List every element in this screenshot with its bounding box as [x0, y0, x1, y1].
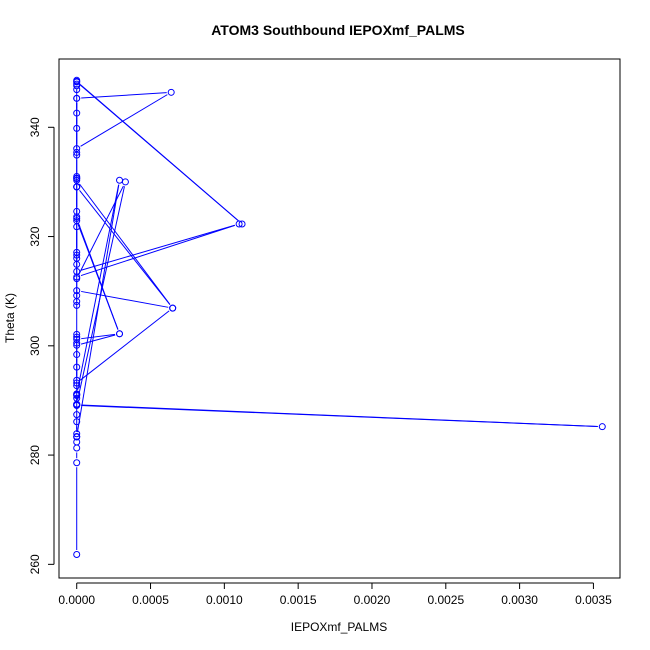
- data-point: [73, 94, 81, 102]
- data-point: [73, 379, 81, 387]
- data-point: [73, 411, 81, 419]
- y-tick-label: 260: [28, 554, 42, 574]
- series-segment: [79, 83, 239, 222]
- data-point: [73, 330, 81, 338]
- data-point: [121, 178, 129, 186]
- series-segment: [77, 222, 119, 330]
- data-point: [73, 86, 81, 94]
- data-point: [238, 220, 246, 228]
- data-point: [73, 183, 81, 191]
- series-segment: [79, 310, 170, 381]
- data-point: [73, 287, 81, 295]
- y-tick-label: 320: [28, 226, 42, 246]
- data-point: [73, 444, 81, 452]
- data-point: [73, 418, 81, 426]
- series-segment: [81, 333, 116, 340]
- data-point: [73, 76, 81, 84]
- data-point: [73, 459, 81, 467]
- data-point: [73, 80, 81, 88]
- data-point: [73, 298, 81, 306]
- data-point: [73, 248, 81, 256]
- x-tick-label: 0.0035: [575, 593, 612, 607]
- series-segment: [77, 184, 120, 391]
- x-tick-label: 0.0030: [501, 593, 538, 607]
- data-point: [73, 174, 81, 182]
- series-segment: [79, 183, 171, 305]
- x-tick-label: 0.0010: [206, 593, 243, 607]
- data-point: [73, 335, 81, 343]
- data-point: [73, 145, 81, 153]
- data-point: [73, 213, 81, 221]
- data-point: [169, 304, 177, 312]
- x-axis: 0.0000 0.0005 0.0010 0.0015 0.0020 0.0025 0.00…: [58, 582, 612, 607]
- x-tick-label: 0.0020: [354, 593, 391, 607]
- series-segment: [81, 405, 598, 427]
- y-tick-label: 280: [28, 445, 42, 465]
- data-point: [73, 301, 81, 309]
- data-point: [167, 88, 175, 96]
- series-segment: [77, 186, 125, 400]
- data-point: [73, 124, 81, 132]
- data-point: [73, 376, 81, 384]
- x-tick-label: 0.0015: [280, 593, 317, 607]
- chart-title: ATOM3 Southbound IEPOXmf_PALMS: [211, 22, 465, 38]
- data-point: [73, 207, 81, 215]
- series-segment: [78, 185, 124, 275]
- data-point: [73, 251, 81, 259]
- series-segment: [79, 190, 171, 305]
- data-point: [73, 268, 81, 276]
- x-tick-label: 0.0025: [427, 593, 464, 607]
- data-point: [73, 217, 81, 225]
- data-point: [73, 275, 81, 283]
- data-point: [73, 351, 81, 359]
- data-point: [73, 148, 81, 156]
- x-axis-label: IEPOXmf_PALMS: [291, 620, 387, 634]
- x-tick-label: 0.0000: [58, 593, 95, 607]
- series-segment: [80, 94, 168, 147]
- data-point: [116, 330, 124, 338]
- y-tick-label: 300: [28, 335, 42, 355]
- data-point: [73, 333, 81, 341]
- data-point: [73, 551, 81, 559]
- y-axis-label: Theta (K): [3, 293, 17, 343]
- series-layer: [73, 76, 606, 559]
- data-point: [73, 390, 81, 398]
- x-tick-label: 0.0005: [132, 593, 169, 607]
- data-point: [73, 433, 81, 441]
- data-point: [73, 400, 81, 408]
- data-point: [73, 109, 81, 117]
- data-point: [73, 151, 81, 159]
- data-point: [598, 423, 606, 431]
- data-point: [235, 220, 243, 228]
- data-point: [73, 363, 81, 371]
- series-segment: [80, 224, 235, 271]
- data-point: [73, 438, 81, 446]
- plot-frame: [58, 58, 621, 579]
- y-tick-label: 340: [28, 117, 42, 137]
- data-point: [73, 382, 81, 390]
- y-axis: 260 280 300 320 340: [28, 117, 55, 574]
- series-segment: [81, 290, 169, 308]
- data-point: [116, 176, 124, 184]
- series-segment: [80, 224, 235, 277]
- data-point: [73, 430, 81, 438]
